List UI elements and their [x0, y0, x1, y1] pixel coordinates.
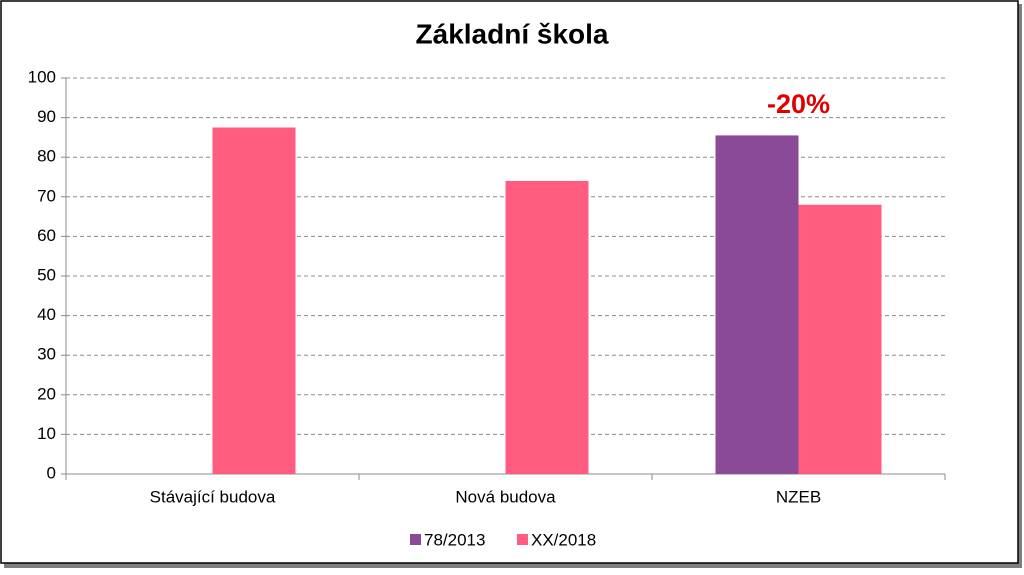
chart-title: Základní škola	[416, 18, 609, 49]
y-tick-label: 0	[47, 463, 56, 482]
legend-label: 78/2013	[424, 530, 485, 549]
x-tick-label: NZEB	[776, 487, 821, 506]
y-tick-label: 90	[37, 107, 56, 126]
y-tick-label: 20	[37, 384, 56, 403]
bar	[505, 180, 589, 474]
y-tick-label: 50	[37, 265, 56, 284]
x-tick-label: Nová budova	[455, 487, 556, 506]
bar	[798, 204, 882, 474]
annotation: -20%	[767, 89, 830, 119]
y-tick-label: 10	[37, 424, 56, 443]
y-tick-label: 80	[37, 147, 56, 166]
legend-label: XX/2018	[531, 530, 596, 549]
y-tick-label: 100	[28, 67, 56, 86]
y-tick-label: 30	[37, 345, 56, 364]
legend-swatch	[517, 534, 528, 545]
y-tick-label: 60	[37, 226, 56, 245]
bar	[715, 135, 799, 475]
bar	[212, 127, 296, 474]
y-tick-label: 70	[37, 186, 56, 205]
x-tick-label: Stávající budova	[150, 487, 276, 506]
y-tick-label: 40	[37, 305, 56, 324]
legend-swatch	[410, 534, 421, 545]
